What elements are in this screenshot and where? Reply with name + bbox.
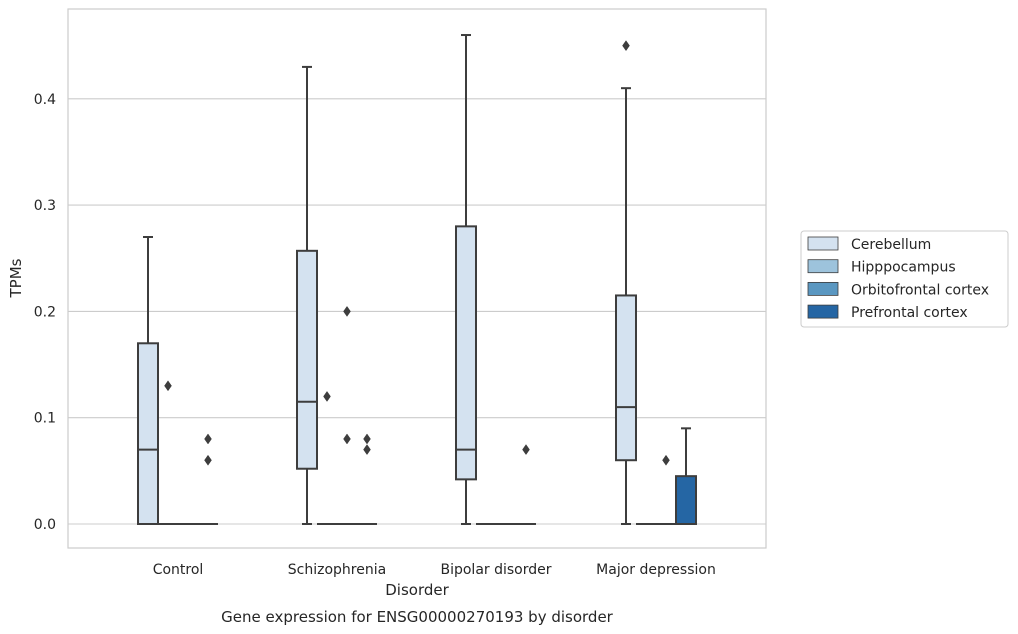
box-body [296, 249, 318, 470]
legend-label: Orbitofrontal cortex [851, 282, 989, 298]
box [455, 34, 477, 525]
box [137, 235, 159, 526]
legend-swatch [807, 281, 839, 296]
legend: Cerebellum Hipppocampus Orbitofrontal cort… [800, 230, 1009, 328]
box [675, 427, 697, 526]
box [656, 454, 676, 525]
box-series-group [137, 34, 697, 526]
chart-title: Gene expression for ENSG00000270193 by d… [221, 608, 614, 626]
y-tick-label: 0.1 [34, 411, 56, 427]
y-tick-label: 0.0 [34, 517, 56, 533]
outlier-point [343, 305, 351, 317]
y-tick-label: 0.3 [34, 198, 56, 214]
y-axis-label: TPMs [7, 258, 25, 298]
outlier-point [662, 454, 670, 466]
box [615, 40, 637, 525]
box [357, 433, 377, 525]
outlier-point [323, 391, 331, 402]
legend-frame [800, 230, 1009, 328]
y-tick-label: 0.2 [34, 304, 56, 320]
series-prefrontal-cortex [198, 427, 697, 526]
outlier-point [164, 380, 172, 392]
legend-swatch [807, 259, 839, 274]
outlier-point [622, 40, 630, 52]
outlier-point [204, 454, 212, 466]
outlier-point [343, 433, 351, 445]
series-cerebellum [137, 34, 637, 526]
legend-swatch [807, 236, 839, 251]
box-body [137, 342, 159, 526]
box [198, 433, 218, 525]
box-body [615, 294, 637, 462]
y-tick-label: 0.4 [34, 92, 56, 108]
series-hipppocampus [158, 380, 656, 525]
x-tick-label: Bipolar disorder [440, 562, 551, 578]
box [158, 380, 178, 525]
box [317, 391, 337, 525]
y-axis-ticks: 0.0 0.1 0.2 0.3 0.4 [34, 92, 56, 533]
series-orbitofrontal-cortex [178, 305, 676, 525]
legend-label: Prefrontal cortex [851, 305, 968, 321]
outlier-point [522, 444, 530, 456]
legend-label: Hipppocampus [851, 260, 956, 276]
legend-swatch [807, 304, 839, 319]
x-tick-label: Major depression [596, 562, 716, 578]
box [516, 444, 536, 525]
x-tick-label: Schizophrenia [288, 562, 386, 578]
plot-area-frame [67, 8, 767, 549]
box-body [675, 475, 697, 526]
gridlines [68, 98, 766, 525]
outlier-point [204, 433, 212, 445]
box-body [455, 225, 477, 481]
legend-label: Cerebellum [851, 237, 931, 253]
x-axis-ticks: Control Schizophrenia Bipolar disorder Majo… [153, 562, 716, 578]
x-axis-label: Disorder [385, 581, 449, 599]
box [337, 305, 357, 525]
outlier-point [363, 444, 371, 456]
box [296, 65, 318, 525]
x-tick-label: Control [153, 562, 204, 578]
outlier-point [363, 433, 371, 445]
